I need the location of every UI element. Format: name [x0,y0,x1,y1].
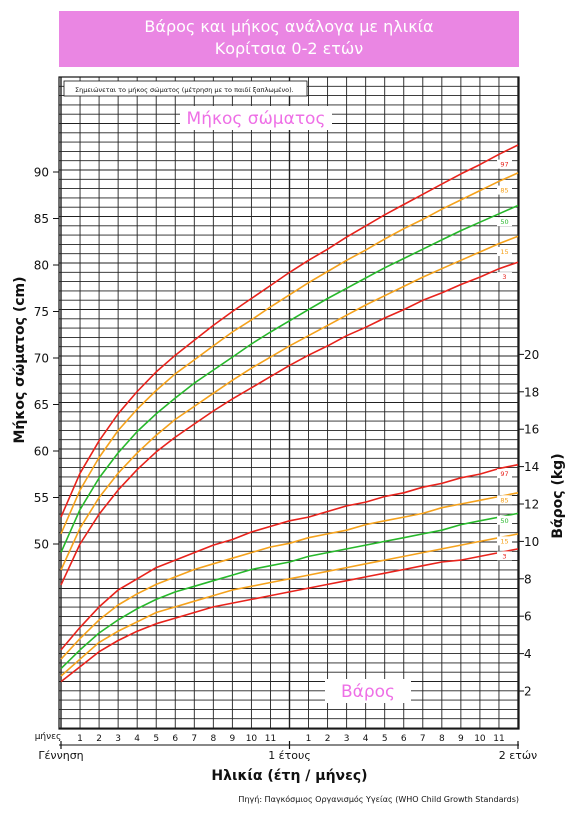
weight-y-axis: 2 4 6 8 10 12 14 16 18 20 Βάρος (kg) [519,348,566,699]
series-label-bg [497,272,512,282]
length-y-tick-label: 75 [34,305,49,319]
weight-series-label: 15 [500,537,508,545]
x-tick-label: 5 [382,734,388,744]
series-label-bg [497,247,512,256]
weight-y-tick-label: 18 [524,385,539,399]
weight-y-tick-label: 14 [524,460,539,474]
length-series-label: 50 [500,218,508,226]
weight-p15-line [60,533,519,677]
x-tick-label: 6 [172,734,178,744]
x-tick-label: 7 [191,734,197,744]
x-tick-label: 2 [325,734,331,744]
x-tick-label: 8 [439,734,445,744]
weight-y-tick-label: 6 [524,610,532,624]
length-y-tick-label: 65 [34,398,49,412]
x-tick-label: 9 [230,734,236,744]
x-tick-label: 4 [363,734,369,744]
length-y-tick-label: 60 [34,445,49,459]
note-text: Σημειώνεται το μήκος σώματος (μέτρηση με… [75,86,294,94]
x-tick-label: 1 [77,734,83,744]
x-tick-label: 2 [96,734,102,744]
weight-p85-line [60,492,519,660]
length-series-label: 15 [500,248,508,256]
length-y-tick-label: 90 [34,166,49,180]
length-y-axis-title: Μήκος σώματος (cm) [12,276,28,443]
x-axis-title: Ηλικία (έτη / μήνες) [211,768,368,784]
weight-series-label: 97 [500,470,508,478]
source-note: Πηγή: Παγκόσμιος Οργανισμός Υγείας (WHO … [238,795,519,804]
series-label-bg [497,185,512,195]
weight-y-tick-label: 16 [524,423,539,437]
x-landmark-label: 2 ετών [499,749,537,762]
chart-subtitle: Κορίτσια 0-2 ετών [214,39,364,58]
length-p97-line [60,144,519,518]
series-label-bg [497,217,512,227]
weight-y-tick-label: 8 [524,572,532,586]
length-p15-line [60,235,519,571]
weight-series-label: 50 [500,517,508,525]
length-series-label: 3 [502,273,506,281]
series-label-bg [497,536,512,546]
weight-p97-line [60,463,519,651]
length-p85-line [60,172,519,535]
x-tick-label: 3 [115,734,121,744]
x-tick-label: 5 [153,734,159,744]
x-tick-label: 1 [306,734,312,744]
x-tick-label: 9 [458,734,464,744]
weight-y-tick-label: 12 [524,498,539,512]
weight-y-tick-label: 20 [524,348,539,362]
weight-series-label: 3 [502,552,506,560]
series-label-bg [497,551,512,561]
length-p3-line [60,261,519,586]
series-label-bg [497,515,512,525]
x-tick-label: 10 [474,734,486,744]
length-y-axis: 50 55 60 65 70 75 80 85 90 Μήκος σώματος (cm) [12,166,59,552]
length-section-label: Μήκος σώματος [187,109,326,129]
weight-series-label: 85 [500,496,508,504]
length-series: 97 85 50 15 3 [60,144,519,586]
series-label-bg [497,159,512,169]
note-box [63,80,308,97]
weight-p50-line [60,512,519,670]
x-tick-label: 8 [210,734,216,744]
x-tick-label: 3 [344,734,350,744]
length-p50-line [60,204,519,553]
weight-label-bg [325,679,411,703]
length-y-tick-label: 85 [34,212,49,226]
series-label-bg [497,495,512,505]
weight-series: 97 85 50 15 3 [60,463,519,683]
weight-p3-line [60,548,519,683]
x-tick-label: 4 [134,734,140,744]
weight-y-tick-label: 10 [524,535,539,549]
x-tick-label: 7 [420,734,426,744]
title-banner: Βάρος και μήκος ανάλογα με ηλικία Κορίτσ… [59,11,519,67]
weight-section-label: Βάρος [341,682,395,702]
chart-title: Βάρος και μήκος ανάλογα με ηλικία [144,17,434,36]
length-series-label: 85 [500,187,508,195]
length-y-tick-label: 80 [34,259,49,273]
length-y-tick-label: 70 [34,352,49,366]
length-label-bg [180,106,332,130]
weight-y-tick-label: 4 [524,647,532,661]
grid [58,76,520,730]
x-tick-label: 11 [265,734,276,744]
length-y-tick-label: 50 [34,538,49,552]
weight-y-tick-label: 2 [524,685,532,699]
x-tick-label: 6 [401,734,407,744]
weight-y-axis-title: Βάρος (kg) [550,453,566,538]
months-label: μήνες [35,732,62,742]
length-series-label: 97 [500,161,508,169]
x-tick-label: 10 [246,734,258,744]
x-landmark-label: Γέννηση [38,749,83,762]
plot-border [58,76,520,730]
series-label-bg [497,469,512,479]
x-landmark-label: 1 έτους [268,749,311,762]
x-tick-label: 11 [493,734,504,744]
length-y-tick-label: 55 [34,491,49,505]
